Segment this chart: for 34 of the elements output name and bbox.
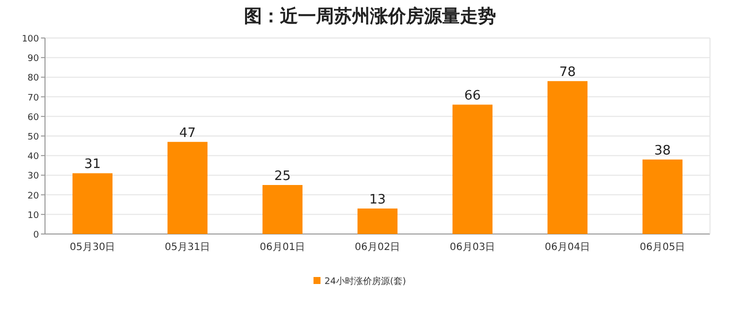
x-tick-label: 05月30日 bbox=[70, 242, 116, 253]
bar bbox=[548, 81, 588, 234]
y-tick-label: 80 bbox=[28, 74, 40, 84]
bar bbox=[72, 173, 112, 234]
y-tick-label: 70 bbox=[28, 93, 40, 104]
data-label: 66 bbox=[464, 88, 481, 104]
bar bbox=[642, 160, 682, 234]
x-tick-label: 06月03日 bbox=[450, 242, 496, 253]
data-label: 25 bbox=[274, 169, 291, 184]
bar bbox=[262, 185, 302, 234]
x-tick-label: 06月04日 bbox=[544, 242, 590, 253]
y-tick-label: 0 bbox=[33, 230, 40, 240]
y-tick-label: 40 bbox=[28, 152, 40, 162]
y-tick-label: 20 bbox=[28, 191, 40, 202]
chart-title: 图：近一周苏州涨价房源量走势 bbox=[244, 6, 496, 27]
data-label: 78 bbox=[559, 65, 576, 80]
data-label: 13 bbox=[369, 192, 386, 208]
bar bbox=[452, 104, 492, 234]
y-tick-label: 90 bbox=[28, 54, 40, 64]
x-tick-label: 06月02日 bbox=[354, 242, 400, 253]
bar bbox=[168, 142, 208, 234]
legend-label: 24小时涨价房源(套) bbox=[324, 276, 406, 287]
data-label: 38 bbox=[654, 144, 671, 159]
y-tick-label: 30 bbox=[28, 172, 40, 182]
y-tick-label: 50 bbox=[28, 132, 40, 142]
y-tick-label: 60 bbox=[28, 112, 40, 123]
data-label: 47 bbox=[179, 126, 196, 141]
x-tick-label: 05月31日 bbox=[164, 242, 210, 253]
y-tick-label: 100 bbox=[22, 34, 40, 44]
bar bbox=[358, 208, 398, 234]
x-tick-label: 06月01日 bbox=[260, 242, 306, 253]
y-tick-label: 10 bbox=[28, 210, 40, 221]
x-tick-label: 06月05日 bbox=[640, 242, 686, 253]
data-label: 31 bbox=[84, 157, 101, 172]
